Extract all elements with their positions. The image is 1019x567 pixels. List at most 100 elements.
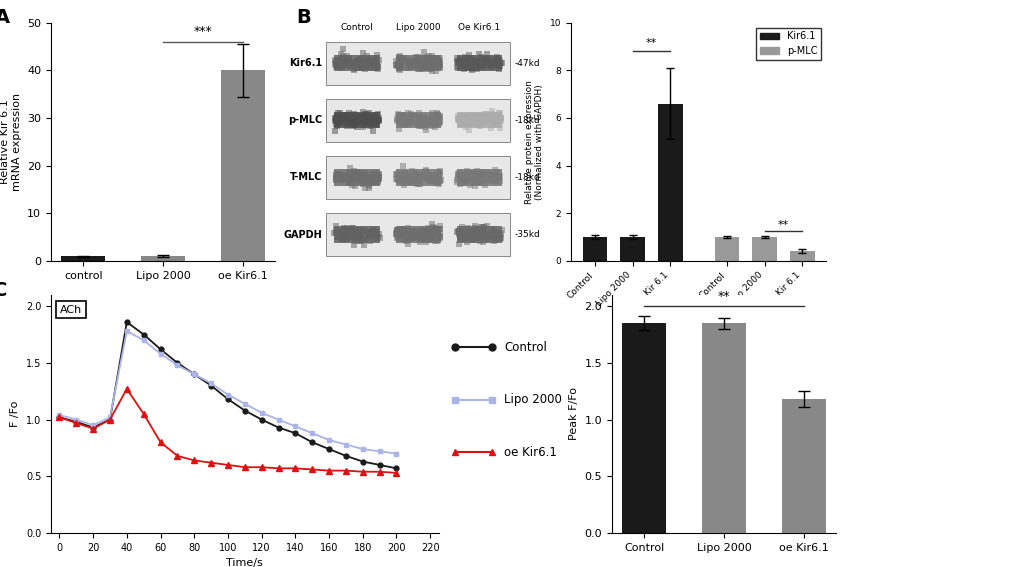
- Bar: [395, 55, 440, 71]
- Point: [361, 54, 377, 64]
- Point: [389, 60, 406, 69]
- Point: [424, 230, 440, 239]
- Text: B: B: [296, 9, 310, 27]
- Point: [350, 59, 366, 68]
- Point: [339, 232, 356, 242]
- Point: [468, 58, 484, 67]
- Point: [490, 111, 506, 120]
- Point: [428, 54, 444, 64]
- Point: [412, 60, 428, 69]
- Point: [355, 114, 371, 123]
- Point: [331, 116, 347, 125]
- oe Kir6.1: [221, 462, 233, 468]
- Point: [477, 55, 493, 64]
- Point: [430, 119, 446, 128]
- Point: [333, 235, 350, 244]
- Point: [450, 116, 467, 125]
- Point: [410, 113, 426, 122]
- Point: [404, 62, 420, 71]
- Point: [409, 171, 425, 180]
- Point: [425, 175, 441, 184]
- Point: [351, 112, 367, 121]
- Point: [354, 234, 370, 243]
- Point: [397, 171, 414, 180]
- Point: [390, 109, 407, 119]
- Point: [361, 60, 377, 69]
- Point: [364, 126, 380, 135]
- Bar: [334, 170, 379, 185]
- Point: [327, 120, 343, 129]
- Bar: [395, 226, 440, 243]
- Point: [470, 61, 486, 70]
- Point: [361, 231, 377, 240]
- Point: [423, 58, 439, 67]
- Point: [355, 176, 371, 185]
- Point: [469, 58, 485, 67]
- Point: [467, 228, 483, 237]
- Point: [453, 112, 470, 121]
- Point: [354, 176, 370, 185]
- Point: [488, 116, 504, 125]
- Point: [369, 170, 385, 179]
- Point: [457, 61, 473, 70]
- Point: [419, 227, 435, 236]
- Point: [423, 177, 439, 186]
- Point: [351, 115, 367, 124]
- Point: [429, 58, 445, 67]
- Point: [415, 118, 431, 127]
- Point: [339, 115, 356, 124]
- Point: [370, 115, 386, 124]
- Point: [406, 226, 422, 235]
- Point: [472, 120, 488, 129]
- Point: [394, 57, 411, 66]
- Point: [425, 173, 441, 182]
- oe Kir6.1: [138, 411, 150, 417]
- Point: [360, 117, 376, 126]
- Point: [341, 177, 358, 187]
- Point: [476, 171, 492, 180]
- Point: [327, 60, 343, 69]
- Point: [460, 171, 476, 180]
- Point: [399, 178, 416, 187]
- Point: [362, 56, 378, 65]
- Point: [339, 173, 356, 182]
- Point: [366, 111, 382, 120]
- Control: [205, 382, 217, 389]
- Point: [327, 175, 343, 184]
- Point: [448, 228, 465, 237]
- Point: [466, 233, 482, 242]
- Point: [332, 229, 348, 238]
- Point: [469, 64, 485, 73]
- Point: [430, 171, 446, 180]
- Bar: [457, 55, 501, 71]
- Point: [362, 63, 378, 72]
- Point: [453, 58, 470, 67]
- oe Kir6.1: [70, 420, 83, 426]
- Point: [397, 226, 414, 235]
- Point: [413, 121, 429, 130]
- Point: [413, 171, 429, 180]
- Point: [369, 172, 385, 181]
- Point: [416, 64, 432, 73]
- Point: [485, 225, 501, 234]
- Point: [347, 234, 364, 243]
- Point: [351, 176, 367, 185]
- Point: [347, 113, 364, 122]
- Point: [389, 228, 406, 237]
- Point: [401, 58, 418, 67]
- Point: [332, 63, 348, 72]
- Point: [489, 172, 505, 181]
- Point: [424, 110, 440, 119]
- Point: [449, 59, 466, 68]
- Point: [356, 114, 372, 123]
- Point: [370, 176, 386, 185]
- Point: [401, 113, 418, 122]
- Point: [420, 176, 436, 185]
- Point: [483, 227, 499, 236]
- Text: **: **: [645, 37, 656, 48]
- Point: [476, 169, 492, 178]
- Point: [359, 176, 375, 185]
- Point: [418, 236, 434, 245]
- Point: [478, 109, 494, 119]
- Point: [331, 56, 347, 65]
